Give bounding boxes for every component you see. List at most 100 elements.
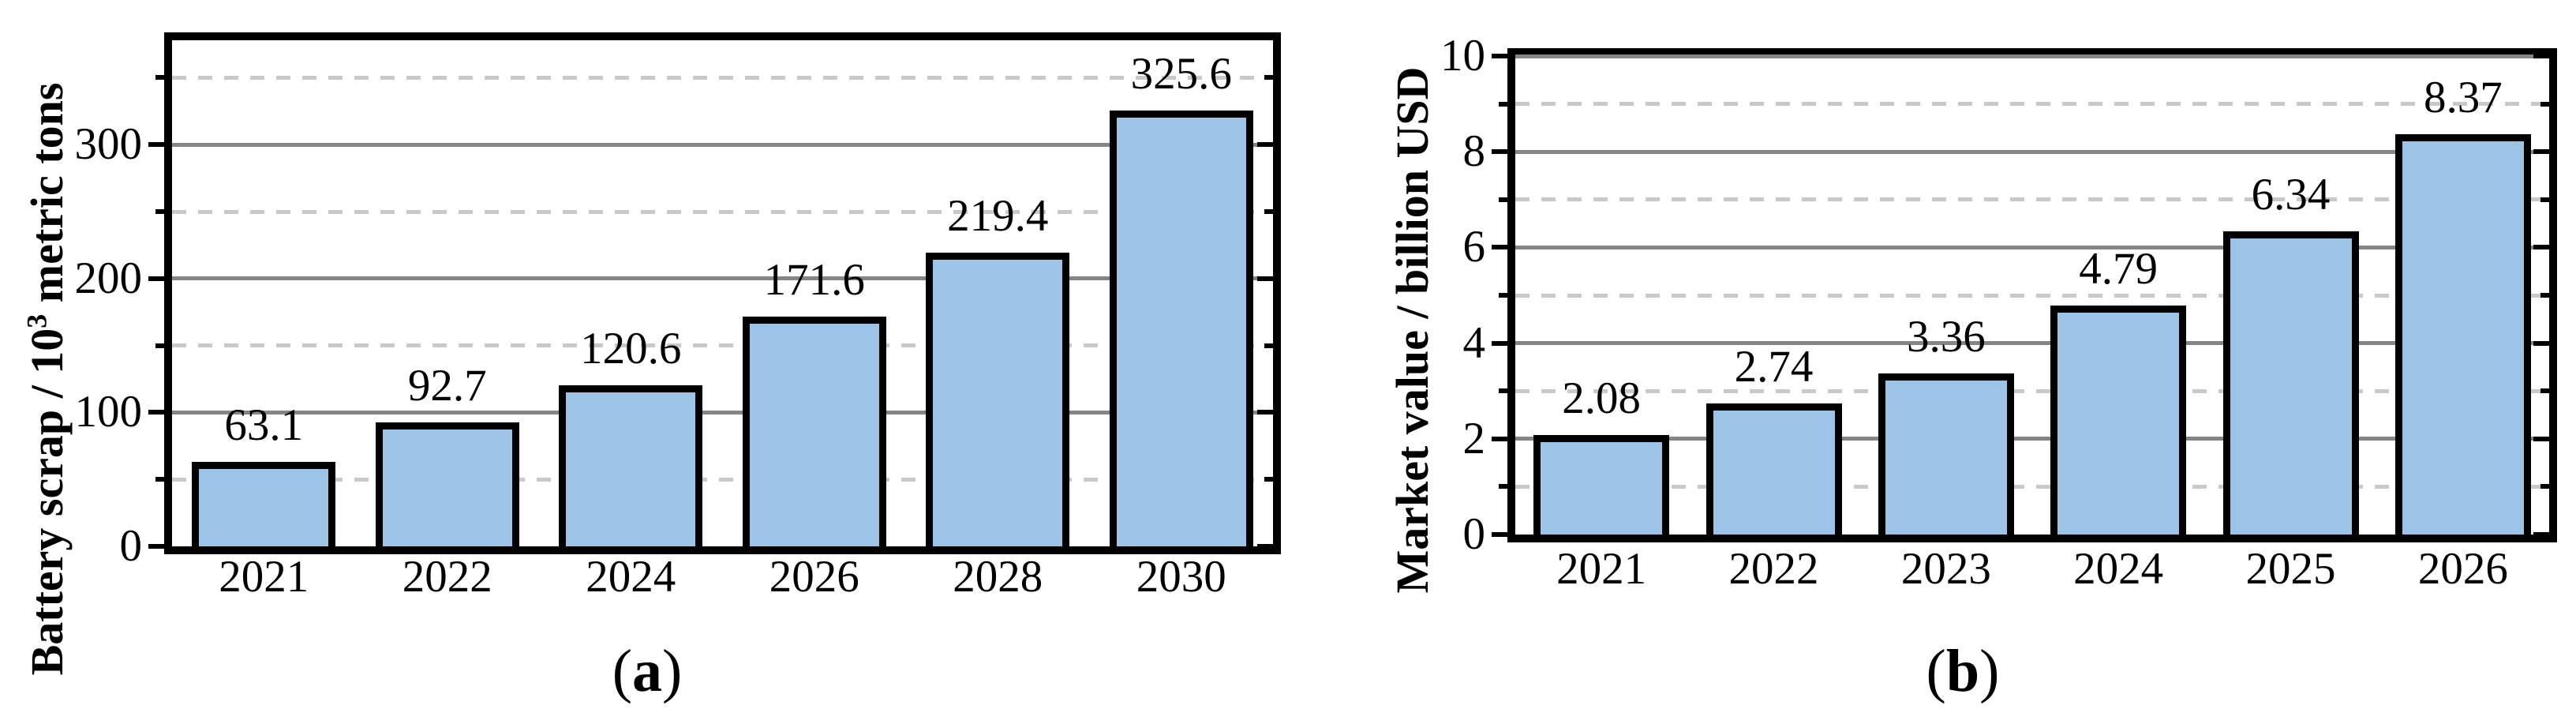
caption-a: (a)	[612, 641, 683, 701]
caption-a-close-paren: )	[662, 638, 683, 704]
bar-2022	[1705, 403, 1842, 535]
value-label-2021: 63.1	[224, 400, 304, 450]
minor-gridline-3	[1515, 388, 2549, 393]
y-tick-label-6: 6	[1462, 222, 1486, 272]
y-tick-label-0: 0	[1462, 509, 1486, 559]
major-gridline-4	[1515, 341, 2549, 346]
y-tick-left-major-6	[1492, 245, 1507, 250]
caption-b-letter: b	[1945, 638, 1980, 704]
y-tick-right-minor-9	[2540, 101, 2549, 107]
caption-a-open-paren: (	[612, 638, 632, 704]
x-tick-label-2022: 2022	[1728, 544, 1819, 594]
y-tick-left-major-300	[148, 142, 164, 148]
y-tick-left-minor-150	[155, 343, 164, 348]
value-label-2022: 2.74	[1734, 341, 1814, 392]
x-tick-label-2030: 2030	[1136, 552, 1226, 602]
y-tick-left-minor-5	[1499, 293, 1507, 298]
bar-2023	[1878, 373, 2014, 535]
major-gridline-6	[1515, 245, 2549, 249]
bar-2024	[2050, 305, 2187, 535]
minor-gridline-5	[1515, 293, 2549, 298]
y-tick-right-major-2	[2533, 436, 2549, 441]
y-tick-right-minor-1	[2540, 484, 2549, 490]
major-gridline-100	[172, 410, 1273, 415]
x-tick-label-2024: 2024	[2073, 544, 2164, 594]
y-tick-left-minor-350	[155, 75, 164, 81]
value-label-2023: 3.36	[1906, 312, 1986, 362]
caption-b: (b)	[1926, 641, 2000, 701]
x-tick-label-2025: 2025	[2245, 544, 2336, 594]
y-tick-right-major-10	[2533, 54, 2549, 58]
y-tick-left-minor-250	[155, 209, 164, 215]
y-tick-left-minor-7	[1499, 197, 1507, 202]
y-tick-right-minor-350	[1264, 75, 1273, 81]
minor-gridline-9	[1515, 102, 2549, 107]
y-tick-label-8: 8	[1462, 126, 1486, 177]
y-tick-left-major-4	[1492, 340, 1507, 346]
y-tick-right-major-200	[1257, 276, 1273, 281]
minor-gridline-1	[1515, 484, 2549, 489]
bar-2021	[1533, 434, 1670, 535]
x-tick-label-2026: 2026	[2417, 544, 2508, 594]
value-label-2024: 4.79	[2079, 243, 2159, 294]
minor-gridline-250	[172, 209, 1273, 214]
x-tick-label-2026: 2026	[769, 552, 859, 602]
value-label-2024: 120.6	[580, 323, 682, 373]
y-tick-label-300: 300	[74, 119, 143, 170]
y-tick-right-major-4	[2533, 340, 2549, 346]
y-tick-left-minor-9	[1499, 101, 1507, 107]
y-tick-left-major-0	[148, 544, 164, 549]
plot-area-b: 2.08 2.74 3.36 4.79 6.34 8.37	[1492, 48, 2557, 542]
bar-2021	[192, 462, 336, 546]
value-label-2028: 219.4	[947, 190, 1049, 241]
y-tick-left-major-2	[1492, 436, 1507, 441]
value-label-2022: 92.7	[407, 360, 487, 411]
y-tick-right-major-0	[2533, 532, 2549, 537]
minor-gridline-7	[1515, 197, 2549, 202]
value-label-2025: 6.34	[2251, 169, 2331, 219]
major-gridline-300	[172, 142, 1273, 147]
y-tick-right-minor-5	[2540, 293, 2549, 298]
y-axis-title-b: Market value / billion USD	[1387, 66, 1438, 593]
major-gridline-200	[172, 276, 1273, 281]
y-tick-right-major-100	[1257, 410, 1273, 415]
y-tick-label-100: 100	[74, 387, 143, 437]
y-tick-right-major-8	[2533, 149, 2549, 155]
minor-gridline-150	[172, 343, 1273, 348]
bar-2026	[2394, 133, 2531, 535]
minor-gridline-50	[172, 477, 1273, 482]
major-gridline-8	[1515, 149, 2549, 154]
y-tick-left-major-0	[1492, 532, 1507, 537]
bar-2028	[926, 252, 1070, 546]
y-tick-right-major-300	[1257, 142, 1273, 148]
y-tick-left-major-200	[148, 276, 164, 281]
plot-area-a: 63.1 92.7 120.6 171.6 219.4 325.6	[148, 32, 1281, 554]
major-gridline-10	[1515, 54, 2549, 58]
x-tick-label-2028: 2028	[953, 552, 1043, 602]
y-tick-left-major-100	[148, 410, 164, 415]
y-tick-right-minor-150	[1264, 343, 1273, 348]
y-tick-left-major-8	[1492, 149, 1507, 155]
major-gridline-2	[1515, 437, 2549, 441]
x-tick-label-2022: 2022	[402, 552, 492, 602]
x-tick-label-2021: 2021	[1556, 544, 1647, 594]
x-tick-label-2021: 2021	[219, 552, 309, 602]
bar-2026	[742, 317, 886, 546]
bar-2024	[559, 385, 703, 546]
value-label-2021: 2.08	[1562, 373, 1642, 423]
caption-b-close-paren: )	[1979, 638, 2000, 704]
x-tick-label-2023: 2023	[1900, 544, 1991, 594]
y-tick-left-minor-50	[155, 477, 164, 482]
y-tick-label-200: 200	[74, 253, 143, 303]
y-tick-label-10: 10	[1440, 31, 1485, 81]
y-tick-label-2: 2	[1462, 413, 1486, 463]
y-tick-left-major-10	[1492, 54, 1507, 58]
x-tick-label-2024: 2024	[586, 552, 676, 602]
y-tick-right-minor-50	[1264, 477, 1273, 482]
y-tick-left-minor-1	[1499, 484, 1507, 490]
y-tick-label-4: 4	[1462, 317, 1486, 368]
y-tick-label-0: 0	[119, 521, 143, 571]
bar-2030	[1109, 110, 1253, 546]
value-label-2030: 325.6	[1130, 48, 1232, 99]
